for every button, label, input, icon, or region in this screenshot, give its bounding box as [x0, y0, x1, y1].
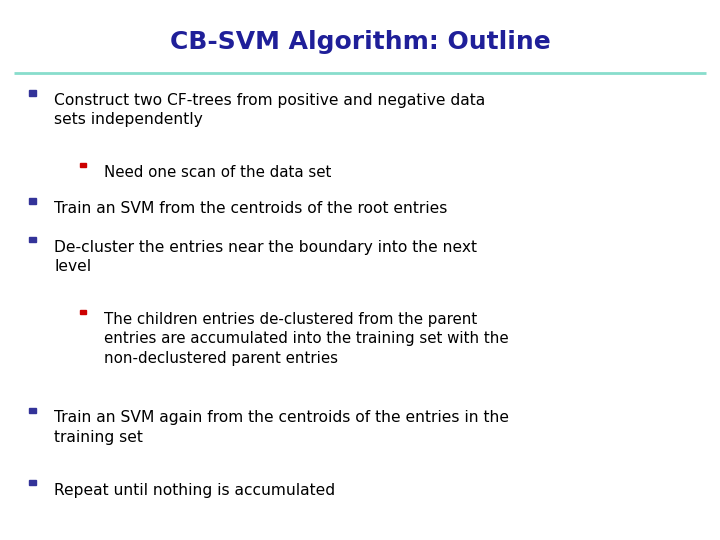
Text: Train an SVM again from the centroids of the entries in the
training set: Train an SVM again from the centroids of… [54, 410, 509, 444]
Text: Construct two CF-trees from positive and negative data
sets independently: Construct two CF-trees from positive and… [54, 93, 485, 127]
Bar [29, 198, 36, 204]
Bar [29, 90, 36, 96]
Text: Need one scan of the data set: Need one scan of the data set [104, 165, 332, 180]
Bar [80, 310, 86, 314]
Bar [29, 480, 36, 485]
Text: The children entries de-clustered from the parent
entries are accumulated into t: The children entries de-clustered from t… [104, 312, 509, 366]
Bar [29, 237, 36, 242]
Text: Train an SVM from the centroids of the root entries: Train an SVM from the centroids of the r… [54, 201, 447, 216]
Bar [29, 408, 36, 413]
Text: Repeat until nothing is accumulated: Repeat until nothing is accumulated [54, 483, 335, 498]
Text: De-cluster the entries near the boundary into the next
level: De-cluster the entries near the boundary… [54, 240, 477, 274]
Bar [80, 163, 86, 167]
Text: CB-SVM Algorithm: Outline: CB-SVM Algorithm: Outline [170, 30, 550, 53]
